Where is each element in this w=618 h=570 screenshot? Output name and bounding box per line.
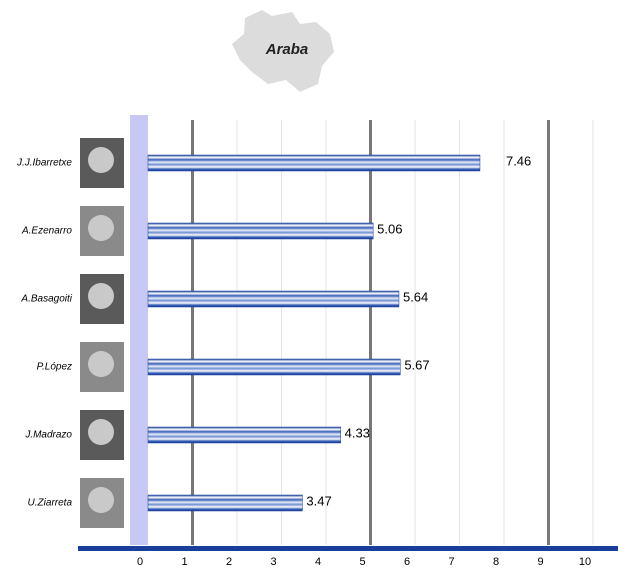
- x-tick-label: 10: [579, 556, 591, 568]
- category-label: P.López: [37, 362, 72, 373]
- x-tick-label: 8: [493, 556, 499, 568]
- value-label: 5.67: [404, 357, 429, 372]
- value-label: 3.47: [306, 493, 331, 508]
- bar: [147, 358, 401, 376]
- candidate-face: [88, 419, 114, 445]
- bar: [147, 290, 400, 308]
- x-tick-label: 0: [137, 556, 143, 568]
- x-tick-label: 5: [359, 556, 365, 568]
- candidate-face: [88, 351, 114, 377]
- value-label: 5.06: [377, 221, 402, 236]
- bar: [147, 426, 341, 444]
- category-label: U.Ziarreta: [28, 498, 73, 509]
- candidate-face: [88, 487, 114, 513]
- category-label: J.Madrazo: [24, 430, 72, 441]
- value-label: 7.46: [506, 153, 531, 168]
- category-label: J.J.Ibarretxe: [16, 158, 72, 169]
- x-tick-label: 1: [181, 556, 187, 568]
- x-tick-label: 4: [315, 556, 321, 568]
- x-tick-label: 9: [537, 556, 543, 568]
- x-tick-label: 2: [226, 556, 232, 568]
- bar: [147, 222, 374, 240]
- candidate-face: [88, 215, 114, 241]
- x-axis-line: [78, 546, 618, 551]
- x-tick-label: 7: [448, 556, 454, 568]
- value-label: 4.33: [345, 425, 370, 440]
- value-label: 5.64: [403, 289, 428, 304]
- axis-band: [130, 115, 148, 545]
- bar: [147, 154, 481, 172]
- category-label: A.Basagoiti: [20, 294, 72, 305]
- x-tick-label: 6: [404, 556, 410, 568]
- chart-title: Araba: [265, 41, 309, 58]
- map-shape: [232, 10, 334, 92]
- bar: [147, 494, 303, 512]
- candidate-face: [88, 283, 114, 309]
- candidate-face: [88, 147, 114, 173]
- category-label: A.Ezenarro: [21, 226, 72, 237]
- x-tick-label: 3: [270, 556, 276, 568]
